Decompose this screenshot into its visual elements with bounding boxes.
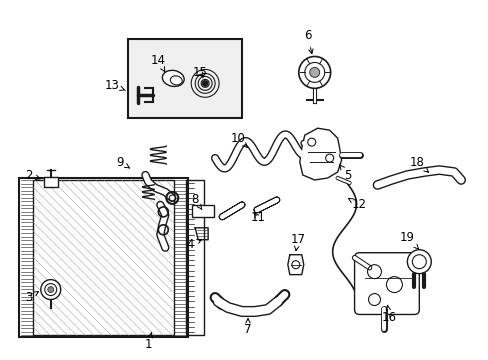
Text: 5: 5 [339, 165, 350, 181]
Ellipse shape [162, 70, 184, 86]
Text: 15: 15 [192, 66, 207, 79]
Bar [192, 205, 214, 217]
Text: 8: 8 [191, 193, 202, 209]
Circle shape [407, 250, 430, 274]
Text: 2: 2 [25, 168, 40, 181]
Text: 10: 10 [230, 132, 247, 148]
Text: 18: 18 [409, 156, 427, 172]
Text: 4: 4 [186, 238, 201, 251]
Text: 16: 16 [381, 305, 396, 324]
Text: 3: 3 [25, 291, 39, 304]
Text: 7: 7 [244, 319, 251, 336]
Circle shape [202, 80, 208, 86]
Text: 12: 12 [348, 198, 366, 211]
Circle shape [45, 284, 57, 296]
Circle shape [298, 57, 330, 88]
Circle shape [41, 280, 61, 300]
Text: 13: 13 [105, 79, 125, 92]
Text: 9: 9 [117, 156, 129, 168]
Circle shape [304, 62, 324, 82]
Ellipse shape [170, 76, 182, 85]
Circle shape [411, 255, 426, 269]
Bar [33, 180, 174, 336]
Text: 14: 14 [150, 54, 165, 72]
Text: 1: 1 [144, 332, 152, 351]
Text: 19: 19 [399, 231, 418, 249]
FancyBboxPatch shape [354, 253, 419, 315]
Bar [19, 178, 188, 337]
Text: 11: 11 [250, 211, 265, 224]
Bar [186, 180, 203, 336]
Circle shape [309, 67, 319, 77]
Text: 6: 6 [304, 29, 312, 54]
Circle shape [48, 287, 54, 293]
Bar [128, 39, 242, 118]
Text: 17: 17 [290, 233, 305, 251]
Bar [44, 177, 58, 187]
Polygon shape [299, 128, 341, 180]
